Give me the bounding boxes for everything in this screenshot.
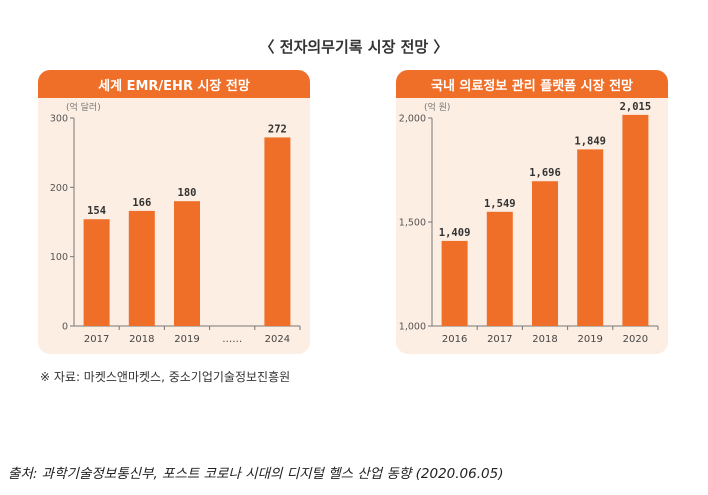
y-tick-label: 300 — [50, 114, 68, 125]
main-title: 〈 전자의무기록 시장 전망 〉 — [259, 38, 449, 56]
unit-label: (억 달러) — [66, 101, 101, 113]
x-tick-label: 2019 — [174, 334, 199, 345]
data-label: 154 — [87, 205, 106, 217]
bar-2017 — [83, 219, 110, 326]
bar-2016 — [441, 240, 468, 326]
y-tick-label: 0 — [62, 322, 68, 333]
y-tick-label: 1,500 — [399, 218, 426, 229]
bar-2019 — [577, 149, 604, 326]
chart-panel-domestic-platform: 국내 의료정보 관리 플랫폼 시장 전망 (억 원) 1,000 1,500 2,00… — [396, 70, 668, 354]
bar-2020 — [622, 114, 649, 326]
x-tick-label: 2018 — [129, 334, 154, 345]
data-label: 1,409 — [439, 227, 471, 239]
unit-label: (억 원) — [424, 101, 450, 113]
bar-2017 — [486, 211, 513, 326]
bar-chart-world-emr: (억 달러) 0 100 200 300 2017 154 2018 166 2019 180 …… 2… — [50, 101, 301, 345]
x-tick-label: 2020 — [623, 334, 648, 345]
y-tick-label: 200 — [50, 183, 68, 194]
chart-title: 세계 EMR/EHR 시장 전망 — [38, 70, 310, 98]
x-tick-label: 2016 — [442, 334, 467, 345]
x-tick-label: 2017 — [487, 334, 512, 345]
data-label: 1,696 — [529, 167, 561, 179]
chart-title: 국내 의료정보 관리 플랫폼 시장 전망 — [396, 70, 668, 98]
y-tick-label: 100 — [50, 252, 68, 263]
x-tick-label: 2024 — [265, 334, 290, 345]
data-label: 1,849 — [574, 135, 606, 147]
data-label: 2,015 — [620, 101, 652, 113]
data-label: 272 — [268, 123, 287, 135]
source-note: ※ 자료: 마켓스앤마켓스, 중소기업기술정보진흥원 — [40, 370, 291, 384]
citation: 출처: 과학기술정보통신부, 포스트 코로나 시대의 디지털 헬스 산업 동향 … — [8, 466, 504, 482]
data-label: 180 — [178, 187, 197, 199]
y-tick-label: 1,000 — [399, 322, 426, 333]
chart-panel-world-emr: 세계 EMR/EHR 시장 전망 (억 달러) 0 100 200 300 2017 154… — [38, 70, 310, 354]
bar-2024 — [264, 137, 291, 326]
x-tick-label: …… — [222, 334, 242, 345]
data-label: 166 — [132, 197, 151, 209]
data-label: 1,549 — [484, 198, 516, 210]
x-tick-label: 2018 — [532, 334, 557, 345]
bar-2018 — [532, 181, 558, 326]
bar-2018 — [128, 210, 155, 326]
bar-chart-domestic-platform: (억 원) 1,000 1,500 2,000 2016 1,409 2017 1,549 20… — [399, 101, 659, 345]
x-tick-label: 2019 — [577, 334, 602, 345]
x-tick-label: 2017 — [84, 334, 109, 345]
bar-2019 — [174, 201, 200, 326]
y-tick-label: 2,000 — [399, 114, 426, 125]
